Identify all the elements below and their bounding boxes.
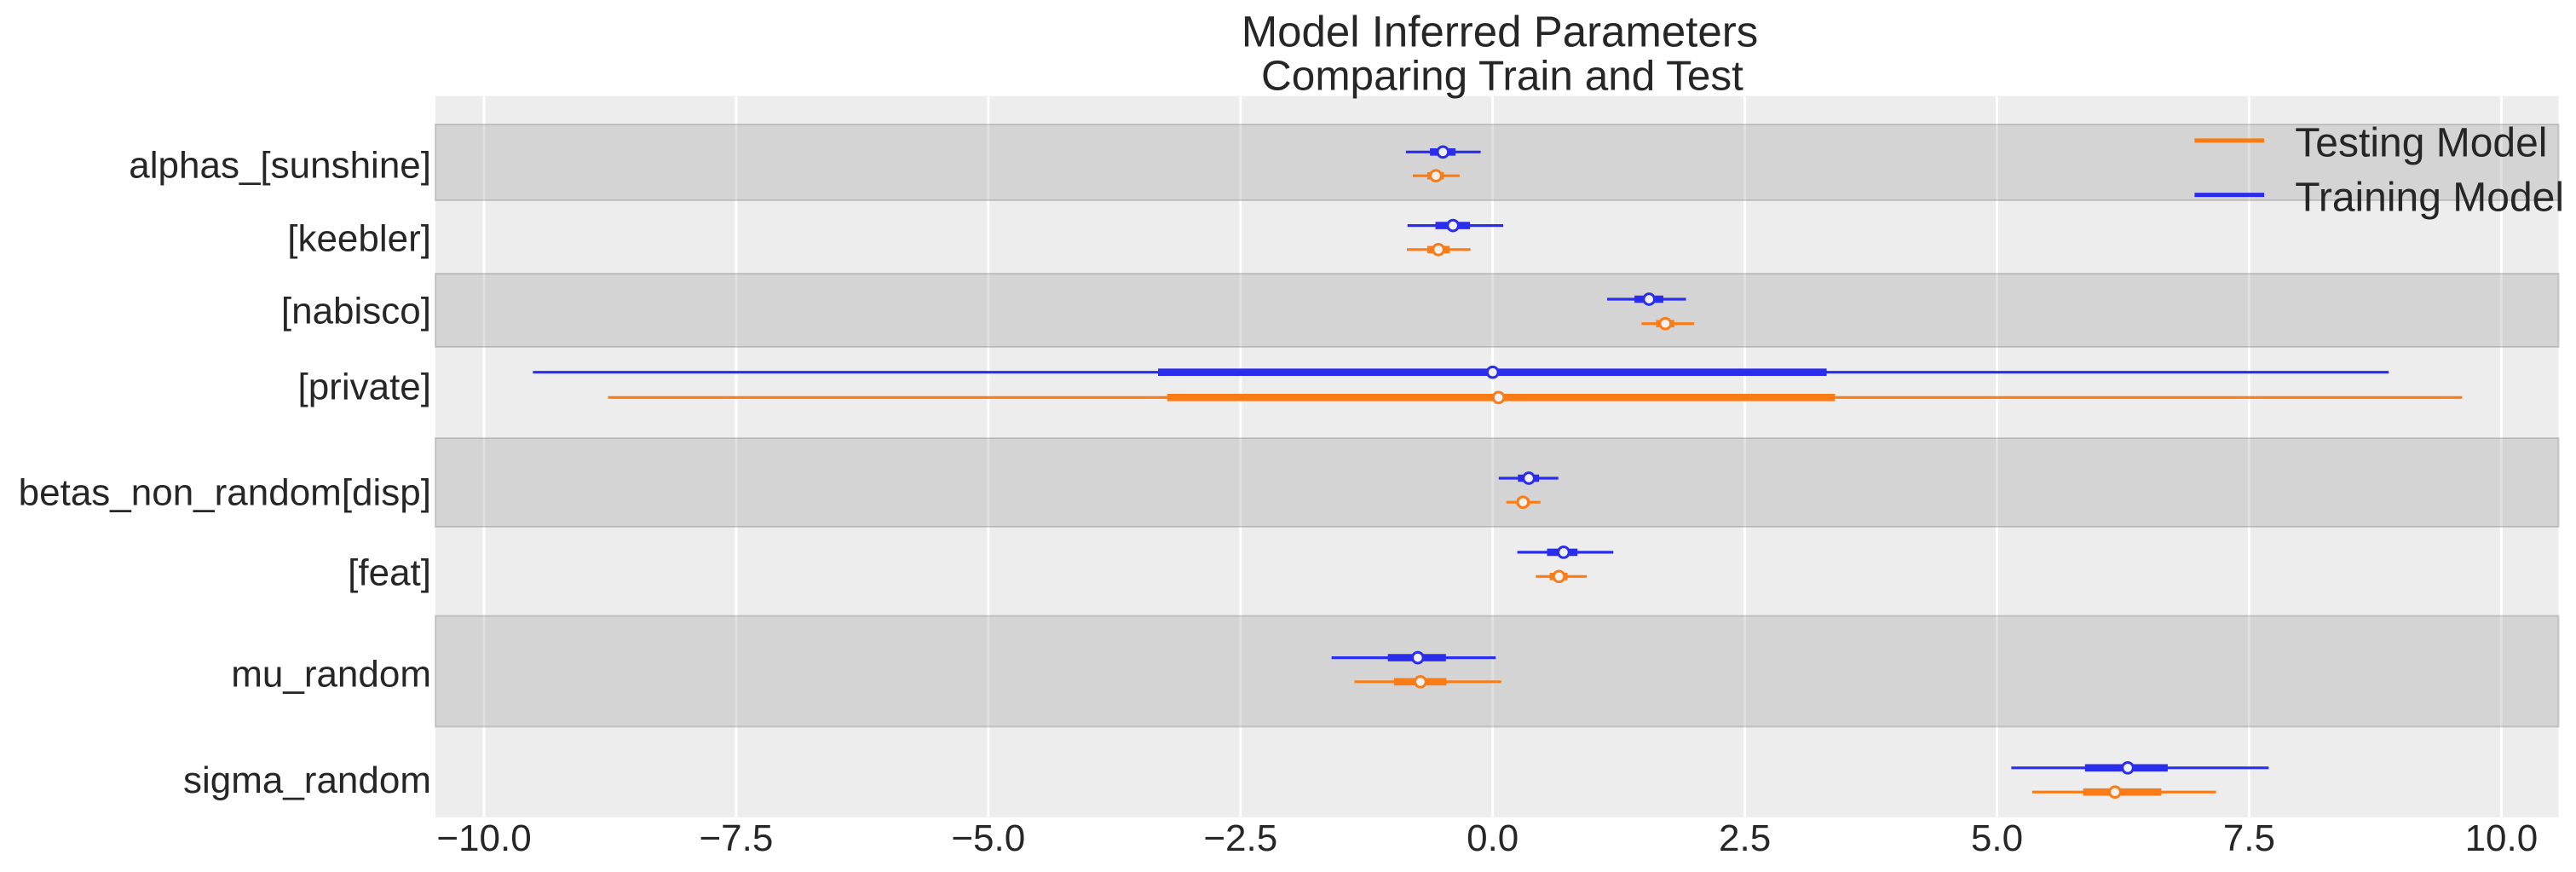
- svg-text:sigma_random: sigma_random: [183, 759, 431, 801]
- svg-text:[keebler]: [keebler]: [287, 217, 431, 259]
- svg-text:Model Inferred Parameters: Model Inferred Parameters: [1242, 8, 1759, 56]
- svg-text:0.0: 0.0: [1467, 817, 1519, 859]
- svg-text:alphas_[sunshine]: alphas_[sunshine]: [129, 145, 431, 187]
- svg-text:Comparing Train and Test: Comparing Train and Test: [1261, 53, 1743, 100]
- svg-text:10.0: 10.0: [2465, 817, 2539, 859]
- svg-text:betas_non_random[disp]: betas_non_random[disp]: [19, 471, 431, 513]
- svg-text:Testing Model: Testing Model: [2295, 121, 2547, 166]
- svg-text:Training Model: Training Model: [2295, 175, 2564, 220]
- svg-text:−5.0: −5.0: [951, 817, 1025, 859]
- svg-text:[private]: [private]: [297, 366, 431, 407]
- svg-text:[feat]: [feat]: [348, 551, 431, 593]
- svg-text:5.0: 5.0: [1971, 817, 2023, 859]
- svg-text:7.5: 7.5: [2223, 817, 2275, 859]
- svg-text:[nabisco]: [nabisco]: [281, 291, 431, 332]
- svg-text:mu_random: mu_random: [231, 653, 431, 695]
- svg-text:−2.5: −2.5: [1203, 817, 1277, 859]
- svg-text:−7.5: −7.5: [699, 817, 773, 859]
- svg-text:−10.0: −10.0: [436, 817, 531, 859]
- svg-text:2.5: 2.5: [1719, 817, 1771, 859]
